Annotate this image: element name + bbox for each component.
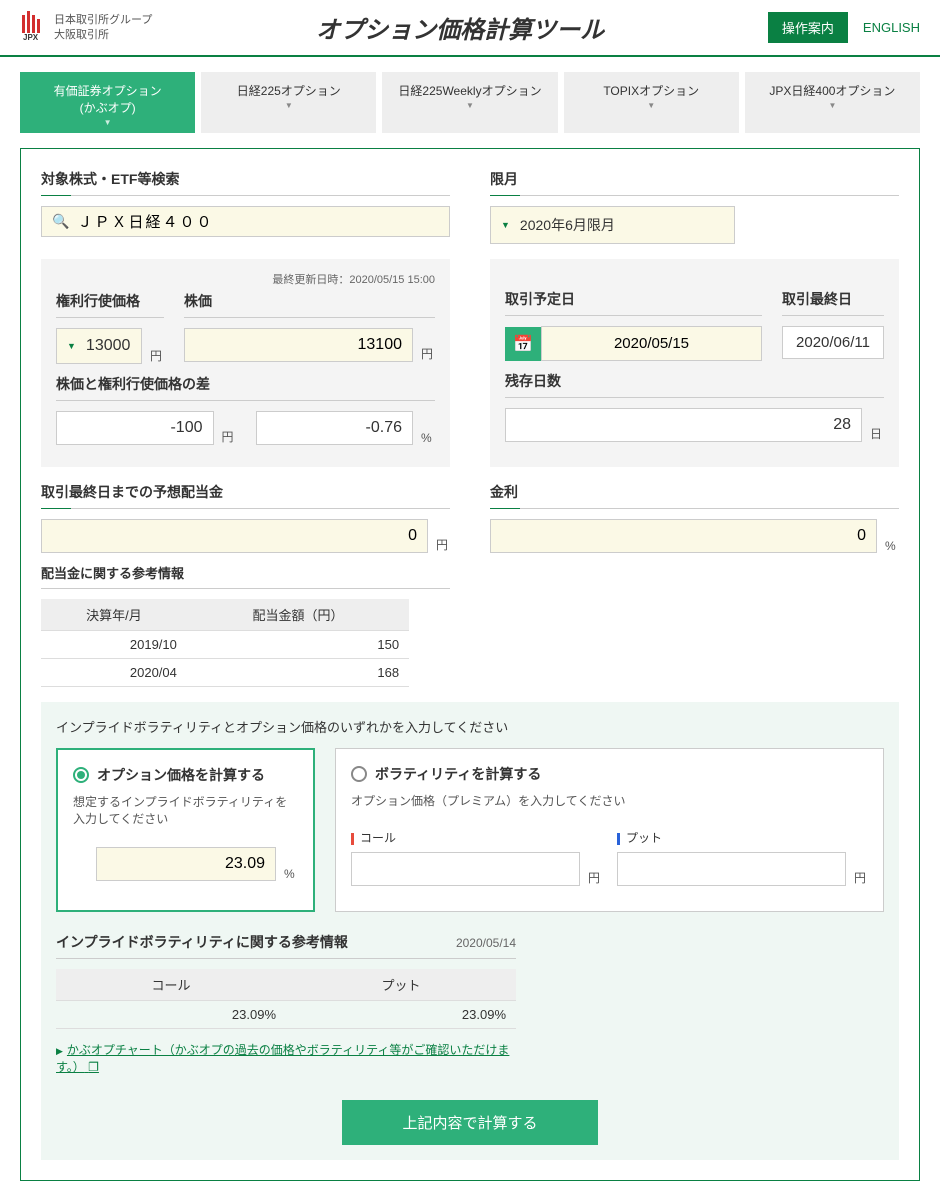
table-row: 2019/10150 [41, 631, 409, 659]
tab-nikkei225[interactable]: 日経225オプション▼ [201, 72, 376, 133]
interest-label: 金利 [490, 482, 899, 502]
strike-select[interactable]: ▼ 13000 [56, 328, 142, 364]
jpx-logo-icon: JPX [20, 11, 46, 44]
iv-ref-title: インプライドボラティリティに関する参考情報 [56, 932, 348, 952]
dividend-table: 決算年/月配当金額（円） 2019/10150 2020/04168 [41, 599, 409, 687]
update-time: 最終更新日時：2020/05/15 15:00 [56, 271, 435, 287]
put-price-input[interactable] [617, 852, 846, 886]
iv-ref-date: 2020/05/14 [456, 936, 516, 950]
days-left-label: 残存日数 [505, 371, 884, 391]
svg-text:JPX: JPX [23, 33, 39, 41]
company-name-1: 日本取引所グループ [54, 13, 152, 27]
interest-input[interactable] [490, 519, 877, 553]
company-name-2: 大阪取引所 [54, 28, 152, 42]
calendar-icon[interactable]: 📅 [505, 327, 541, 361]
diff-abs: -100 [56, 411, 214, 445]
calc-option-price[interactable]: オプション価格を計算する 想定するインプライドボラティリティを入力してください … [56, 748, 315, 912]
calc-option-volatility[interactable]: ボラティリティを計算する オプション価格（プレミアム）を入力してください コール… [335, 748, 884, 912]
trade-date-label: 取引予定日 [505, 289, 762, 309]
contract-month-label: 限月 [490, 169, 899, 189]
table-row: 2020/04168 [41, 659, 409, 687]
chevron-down-icon: ▼ [67, 341, 76, 351]
days-left-value: 28 [505, 408, 862, 442]
dividend-label: 取引最終日までの予想配当金 [41, 482, 450, 502]
radio-icon [351, 766, 367, 782]
search-input[interactable] [77, 213, 439, 230]
last-date-value: 2020/06/11 [782, 326, 884, 359]
iv-table: コールプット 23.09%23.09% [56, 969, 516, 1029]
radio-icon [73, 767, 89, 783]
logo-area: JPX 日本取引所グループ 大阪取引所 [20, 11, 152, 44]
search-label: 対象株式・ETF等検索 [41, 169, 450, 189]
chevron-down-icon: ▼ [501, 220, 510, 230]
trade-date-input[interactable] [541, 326, 762, 361]
chart-link[interactable]: かぶオプチャート（かぶオプの過去の価格やボラティリティ等がご確認いただけます。）… [56, 1043, 509, 1074]
search-icon: 🔍 [52, 213, 69, 230]
strike-label: 権利行使価格 [56, 291, 164, 311]
tabs: 有価証券オプション (かぶオプ)▼ 日経225オプション▼ 日経225Weekl… [0, 57, 940, 133]
dividend-input[interactable] [41, 519, 428, 553]
search-box[interactable]: 🔍 [41, 206, 450, 237]
tab-nikkei225-weekly[interactable]: 日経225Weeklyオプション▼ [382, 72, 557, 133]
calc-instruction: インプライドボラティリティとオプション価格のいずれかを入力してください [56, 717, 884, 736]
iv-input[interactable] [96, 847, 276, 881]
tab-securities-option[interactable]: 有価証券オプション (かぶオプ)▼ [20, 72, 195, 133]
contract-month-select[interactable]: ▼ 2020年6月限月 [490, 206, 735, 244]
price-input[interactable] [184, 328, 413, 362]
tab-jpx400[interactable]: JPX日経400オプション▼ [745, 72, 920, 133]
guide-button[interactable]: 操作案内 [768, 12, 848, 43]
diff-label: 株価と権利行使価格の差 [56, 374, 435, 394]
external-link-icon: ❐ [88, 1060, 99, 1074]
english-link[interactable]: ENGLISH [863, 20, 920, 35]
page-title: オプション価格計算ツール [152, 10, 768, 45]
last-date-label: 取引最終日 [782, 289, 884, 309]
tab-topix[interactable]: TOPIXオプション▼ [564, 72, 739, 133]
call-price-input[interactable] [351, 852, 580, 886]
diff-pct: -0.76 [256, 411, 414, 445]
div-ref-label: 配当金に関する参考情報 [41, 563, 450, 582]
price-label: 株価 [184, 291, 435, 311]
calculate-button[interactable]: 上記内容で計算する [342, 1100, 597, 1145]
